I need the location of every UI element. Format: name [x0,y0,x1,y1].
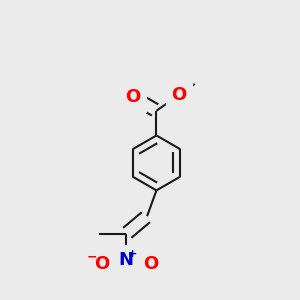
Text: +: + [128,249,137,259]
Text: O: O [171,86,187,104]
Text: −: − [86,250,97,263]
Text: O: O [143,255,158,273]
Text: O: O [125,88,140,106]
Text: O: O [94,255,109,273]
Text: N: N [118,251,134,269]
